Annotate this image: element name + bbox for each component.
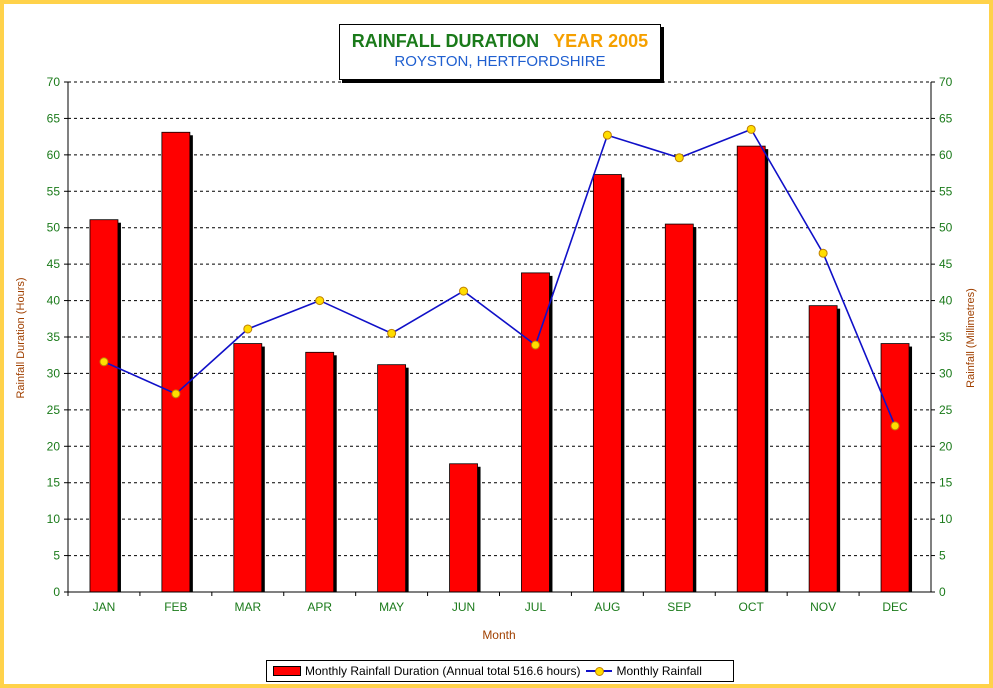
y-tick-label-left: 20 bbox=[47, 439, 61, 453]
x-tick-label: FEB bbox=[164, 600, 187, 614]
bar bbox=[377, 364, 407, 593]
line-point bbox=[746, 124, 756, 134]
bar bbox=[233, 343, 263, 593]
legend-label-rainfall: Monthly Rainfall bbox=[616, 664, 702, 678]
line-point bbox=[602, 130, 612, 140]
line-point bbox=[243, 324, 253, 334]
bar bbox=[592, 174, 622, 593]
bar bbox=[808, 305, 838, 593]
bar bbox=[161, 131, 191, 593]
line-point bbox=[315, 296, 325, 306]
y-tick-label-left: 40 bbox=[47, 294, 61, 308]
line-series bbox=[99, 124, 900, 431]
y-tick-label-left: 35 bbox=[47, 330, 61, 344]
y-tick-label-right: 25 bbox=[939, 403, 953, 417]
x-axis-title: Month bbox=[482, 628, 515, 642]
chart-subtitle: ROYSTON, HERTFORDSHIRE bbox=[394, 53, 606, 70]
y-tick-label-left: 65 bbox=[47, 111, 61, 125]
y-tick-label-right: 45 bbox=[939, 257, 953, 271]
line-point bbox=[674, 153, 684, 163]
line-point bbox=[818, 248, 828, 258]
legend-line-swatch bbox=[586, 666, 613, 676]
y-tick-label-left: 15 bbox=[47, 476, 61, 490]
axes bbox=[64, 81, 935, 596]
chart-legend: Monthly Rainfall Duration (Annual total … bbox=[266, 660, 734, 682]
y-tick-label-right: 15 bbox=[939, 476, 953, 490]
rainfall-line bbox=[103, 128, 896, 427]
y-axis-title-right: Rainfall (Millimetres) bbox=[965, 288, 977, 388]
legend-label-duration: Monthly Rainfall Duration (Annual total … bbox=[305, 664, 581, 678]
x-tick-label: SEP bbox=[667, 600, 691, 614]
y-tick-label-left: 70 bbox=[47, 75, 61, 89]
x-tick-label: OCT bbox=[739, 600, 765, 614]
y-tick-label-left: 55 bbox=[47, 184, 61, 198]
y-tick-label-left: 0 bbox=[53, 585, 60, 599]
y-tick-label-right: 65 bbox=[939, 111, 953, 125]
line-point bbox=[99, 357, 109, 367]
chart-title-year: YEAR 2005 bbox=[553, 31, 649, 51]
y-tick-label-right: 10 bbox=[939, 512, 953, 526]
y-tick-label-right: 20 bbox=[939, 439, 953, 453]
y-tick-label-right: 5 bbox=[939, 549, 946, 563]
legend-item-duration: Monthly Rainfall Duration (Annual total … bbox=[273, 664, 580, 678]
line-point bbox=[530, 340, 540, 350]
y-tick-label-left: 25 bbox=[47, 403, 61, 417]
x-tick-label: JUL bbox=[525, 600, 547, 614]
bar bbox=[449, 463, 478, 593]
y-tick-label-right: 70 bbox=[939, 75, 953, 89]
y-tick-label-right: 35 bbox=[939, 330, 953, 344]
bar bbox=[880, 343, 910, 593]
chart-frame: RAINFALL DURATION YEAR 2005 ROYSTON, HERT… bbox=[4, 4, 989, 684]
line-point bbox=[387, 328, 397, 338]
bar bbox=[305, 351, 335, 593]
y-tick-label-left: 10 bbox=[47, 512, 61, 526]
x-tick-label: JAN bbox=[93, 600, 116, 614]
line-point bbox=[459, 286, 469, 296]
bar-series bbox=[89, 131, 913, 593]
y-tick-label-left: 5 bbox=[53, 549, 60, 563]
x-tick-label: MAY bbox=[379, 600, 404, 614]
x-tick-label: NOV bbox=[810, 600, 836, 614]
x-tick-label: JUN bbox=[452, 600, 475, 614]
line-point bbox=[890, 421, 900, 431]
x-tick-label: DEC bbox=[882, 600, 908, 614]
y-tick-label-left: 30 bbox=[47, 366, 61, 380]
y-tick-label-right: 60 bbox=[939, 148, 953, 162]
legend-item-rainfall: Monthly Rainfall bbox=[586, 664, 702, 678]
bar bbox=[664, 223, 694, 593]
y-tick-label-left: 45 bbox=[47, 257, 61, 271]
bar bbox=[521, 272, 550, 593]
y-tick-label-right: 40 bbox=[939, 294, 953, 308]
x-tick-label: MAR bbox=[234, 600, 261, 614]
x-tick-label: AUG bbox=[594, 600, 620, 614]
chart-title-box: RAINFALL DURATION YEAR 2005 ROYSTON, HERT… bbox=[339, 24, 661, 80]
y-tick-label-right: 0 bbox=[939, 585, 946, 599]
y-axis-title-left: Rainfall Duration (Hours) bbox=[15, 277, 27, 398]
chart-title-line: RAINFALL DURATION YEAR 2005 bbox=[340, 30, 660, 52]
y-tick-label-right: 50 bbox=[939, 221, 953, 235]
bar bbox=[736, 145, 766, 593]
x-tick-label: APR bbox=[307, 600, 332, 614]
y-tick-label-right: 30 bbox=[939, 366, 953, 380]
line-point bbox=[171, 389, 181, 399]
bar bbox=[89, 219, 119, 593]
y-tick-label-left: 50 bbox=[47, 221, 61, 235]
legend-bar-swatch bbox=[273, 666, 301, 676]
chart-title: RAINFALL DURATION bbox=[351, 31, 540, 51]
y-tick-label-right: 55 bbox=[939, 184, 953, 198]
y-tick-label-left: 60 bbox=[47, 148, 61, 162]
